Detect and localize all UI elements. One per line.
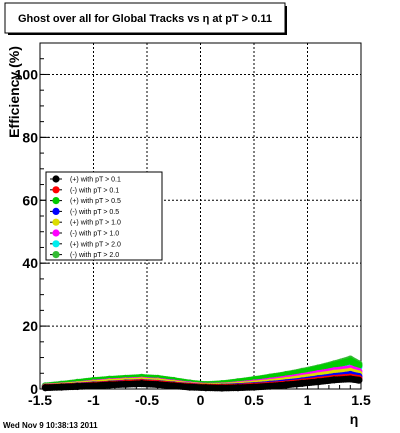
y-tick-label: 20 bbox=[22, 318, 38, 334]
legend-label: (+) with pT > 0.1 bbox=[70, 177, 121, 184]
data-point bbox=[355, 376, 363, 384]
legend: (+) with pT > 0.1 (-) with pT > 0.1 (+) wi… bbox=[45, 171, 163, 261]
y-tick-label: 80 bbox=[22, 129, 38, 145]
series-0 bbox=[41, 375, 363, 392]
legend-marker bbox=[52, 240, 60, 248]
data-series bbox=[41, 355, 363, 392]
legend-marker bbox=[52, 186, 60, 194]
legend-label: (-) with pT > 1.0 bbox=[70, 231, 119, 238]
legend-marker bbox=[52, 229, 60, 237]
legend-marker bbox=[52, 251, 60, 259]
chart-title: Ghost over all for Global Tracks vs η at… bbox=[18, 13, 272, 25]
x-tick-label: -1 bbox=[87, 392, 100, 408]
x-tick-label: 1.5 bbox=[351, 392, 371, 408]
y-tick-label: 100 bbox=[15, 66, 39, 82]
legend-label: (-) with pT > 0.1 bbox=[70, 187, 119, 194]
legend-label: (+) with pT > 2.0 bbox=[70, 241, 121, 248]
x-axis-label: η bbox=[350, 411, 359, 427]
x-tick-label: 0.5 bbox=[244, 392, 264, 408]
x-tick-label: 0 bbox=[197, 392, 205, 408]
legend-marker bbox=[52, 207, 60, 215]
data-point bbox=[355, 361, 363, 370]
legend-label: (-) with pT > 2.0 bbox=[70, 252, 119, 259]
y-axis-label: Efficiency (%) bbox=[6, 46, 22, 138]
chart-title-box: Ghost over all for Global Tracks vs η at… bbox=[4, 2, 287, 35]
legend-marker bbox=[52, 197, 60, 205]
legend-label: (+) with pT > 0.5 bbox=[70, 198, 121, 205]
timestamp: Wed Nov 9 10:38:13 2011 bbox=[3, 421, 98, 430]
x-tick-label: 1 bbox=[304, 392, 312, 408]
legend-marker bbox=[52, 218, 60, 226]
x-tick-label: -0.5 bbox=[135, 392, 159, 408]
y-tick-label: 0 bbox=[30, 381, 38, 397]
legend-label: (-) with pT > 0.5 bbox=[70, 209, 119, 216]
legend-box bbox=[45, 171, 163, 261]
legend-label: (+) with pT > 1.0 bbox=[70, 220, 121, 227]
x-tick-label: -1.5 bbox=[28, 392, 52, 408]
legend-marker bbox=[52, 175, 60, 183]
y-tick-label: 60 bbox=[22, 192, 38, 208]
y-tick-label: 40 bbox=[22, 255, 38, 271]
